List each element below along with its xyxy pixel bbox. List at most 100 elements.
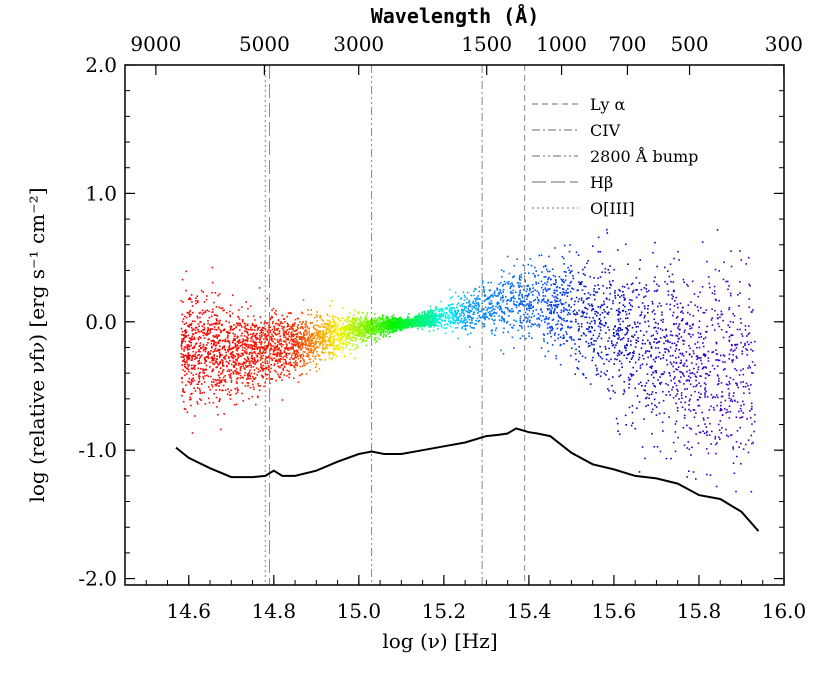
scatter-point [580,325,583,328]
scatter-point [614,335,616,337]
scatter-point [681,397,683,399]
scatter-point [203,332,206,334]
scatter-point [678,323,681,325]
scatter-point [627,340,629,342]
scatter-point [199,331,201,333]
scatter-point [729,377,732,379]
scatter-point [444,308,447,310]
scatter-point [200,367,202,370]
scatter-point [563,257,565,260]
scatter-point [718,359,720,362]
scatter-point [376,331,378,334]
scatter-point [551,294,554,297]
scatter-point [219,339,221,341]
scatter-point [279,366,281,369]
scatter-point [599,345,601,348]
scatter-point [380,323,383,325]
scatter-point [199,344,201,347]
scatter-point [637,337,639,339]
scatter-point [234,342,236,345]
scatter-point [314,347,317,349]
scatter-point [425,324,427,327]
scatter-point [540,280,543,283]
scatter-point [230,353,232,355]
scatter-point [570,306,572,308]
scatter-point [686,370,688,373]
scatter-point [194,329,197,331]
scatter-point [691,355,693,358]
scatter-point [604,271,606,274]
scatter-point [639,367,642,369]
scatter-point [296,326,299,328]
scatter-point [400,329,403,331]
scatter-point [463,294,466,297]
scatter-point [662,373,665,375]
scatter-point [376,340,378,343]
scatter-point [597,306,599,308]
scatter-point [555,305,557,308]
scatter-point [525,337,527,340]
scatter-point [568,250,571,253]
scatter-point [291,364,293,366]
scatter-point [254,329,256,331]
scatter-point [213,335,215,338]
scatter-point [265,368,267,370]
scatter-point [721,391,723,393]
scatter-point [750,341,752,344]
scatter-point [639,381,642,384]
scatter-point [555,295,557,298]
scatter-point [321,342,323,344]
scatter-point [214,335,217,337]
scatter-point [749,416,752,419]
scatter-point [685,351,688,353]
scatter-point [303,359,305,362]
scatter-point [251,335,254,337]
scatter-point [211,384,213,386]
scatter-point [246,378,248,380]
scatter-point [437,317,440,320]
scatter-point [354,309,356,312]
scatter-point [301,325,304,328]
scatter-point [313,337,315,339]
scatter-point [182,340,184,342]
scatter-point [546,281,549,283]
scatter-point [258,326,261,329]
scatter-point [501,294,504,297]
scatter-point [512,296,515,299]
scatter-point [639,259,641,261]
scatter-point [328,341,330,343]
scatter-point [645,284,648,286]
scatter-point [647,289,650,292]
scatter-point [390,318,393,321]
scatter-point [530,303,532,306]
scatter-point [294,330,297,333]
scatter-point [348,316,350,318]
scatter-point [324,325,326,328]
scatter-point [512,276,515,278]
scatter-point [201,354,203,356]
scatter-point [538,294,540,296]
scatter-point [681,406,684,409]
scatter-point [245,364,247,367]
scatter-point [614,292,616,294]
scatter-point [436,319,439,322]
scatter-point [563,309,565,312]
scatter-point [314,366,317,368]
scatter-point [562,288,564,290]
scatter-point [239,377,242,379]
scatter-point [290,333,292,335]
scatter-point [652,251,654,254]
scatter-point [318,358,321,361]
scatter-point [312,360,315,362]
scatter-point [619,374,622,377]
scatter-point [571,338,573,341]
scatter-point [579,352,582,355]
scatter-point [249,374,251,376]
scatter-point [213,343,215,345]
scatter-point [369,326,371,328]
scatter-point [264,321,266,324]
scatter-point [659,382,661,384]
scatter-point [453,314,455,317]
scatter-point [574,343,576,345]
scatter-point [211,357,214,359]
